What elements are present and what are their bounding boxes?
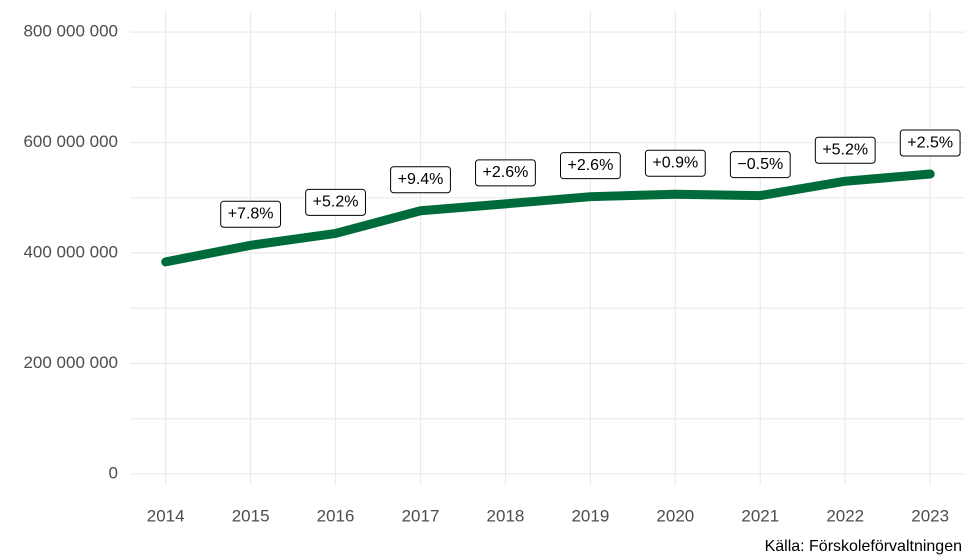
x-tick-label: 2021 xyxy=(741,506,779,525)
x-tick-label: 2022 xyxy=(826,506,864,525)
change-label-text: +2.6% xyxy=(567,157,613,174)
label-box xyxy=(729,151,791,179)
x-tick-label: 2018 xyxy=(487,506,525,525)
change-label: −0.5% xyxy=(729,151,791,179)
change-label-text: +5.2% xyxy=(822,141,868,158)
change-label: +7.8% xyxy=(220,200,282,228)
change-label: +9.4% xyxy=(390,166,451,194)
change-label: +5.2% xyxy=(305,188,366,216)
label-box xyxy=(390,166,451,194)
x-tick-label: 2014 xyxy=(147,506,185,525)
label-box xyxy=(899,129,961,157)
label-box xyxy=(559,152,621,180)
y-tick-label: 200 000 000 xyxy=(23,353,118,372)
change-label: +2.5% xyxy=(899,129,961,157)
change-label-text: +9.4% xyxy=(398,171,444,188)
change-label: +2.6% xyxy=(559,152,621,180)
x-tick-label: 2019 xyxy=(571,506,609,525)
change-label-text: +7.8% xyxy=(228,206,274,223)
y-tick-label: 0 xyxy=(109,463,118,482)
x-tick-label: 2015 xyxy=(232,506,270,525)
y-tick-label: 600 000 000 xyxy=(23,132,118,151)
change-label-text: −0.5% xyxy=(737,156,783,173)
label-box xyxy=(220,200,282,228)
y-tick-label: 400 000 000 xyxy=(23,243,118,262)
label-box xyxy=(814,136,876,164)
x-tick-label: 2023 xyxy=(911,506,949,525)
change-label-text: +0.9% xyxy=(652,154,698,171)
change-label: +5.2% xyxy=(814,136,876,164)
x-tick-label: 2016 xyxy=(317,506,355,525)
change-label-text: +2.5% xyxy=(907,134,953,151)
label-box xyxy=(305,188,366,216)
source-note: Källa: Förskoleförvaltningen xyxy=(765,538,962,555)
change-label-text: +2.6% xyxy=(483,164,529,181)
x-tick-label: 2017 xyxy=(402,506,440,525)
y-tick-label: 800 000 000 xyxy=(23,22,118,41)
change-label: +0.9% xyxy=(644,149,706,177)
data-line xyxy=(161,169,935,267)
change-label-text: +5.2% xyxy=(313,194,359,211)
change-label: +2.6% xyxy=(475,159,536,187)
label-box xyxy=(475,159,536,187)
label-box xyxy=(644,149,706,177)
x-tick-label: 2020 xyxy=(656,506,694,525)
